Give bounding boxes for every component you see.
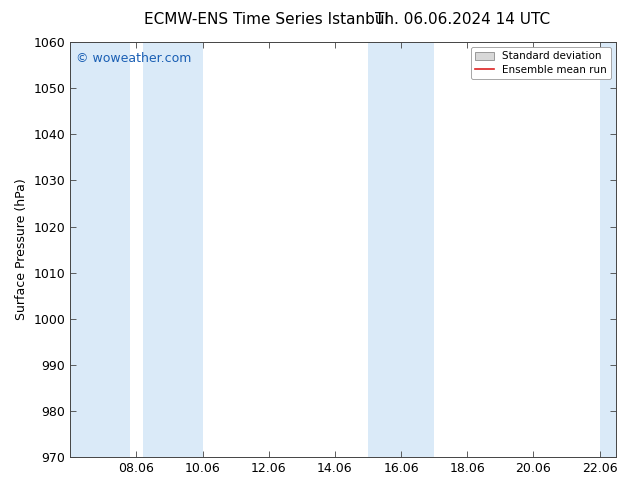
Bar	[143, 42, 203, 457]
Y-axis label: Surface Pressure (hPa): Surface Pressure (hPa)	[15, 179, 28, 320]
Bar	[70, 42, 130, 457]
Text: © woweather.com: © woweather.com	[75, 52, 191, 66]
Bar	[600, 42, 616, 457]
Legend: Standard deviation, Ensemble mean run: Standard deviation, Ensemble mean run	[470, 47, 611, 79]
Text: Th. 06.06.2024 14 UTC: Th. 06.06.2024 14 UTC	[375, 12, 550, 27]
Bar	[368, 42, 434, 457]
Text: ECMW-ENS Time Series Istanbul: ECMW-ENS Time Series Istanbul	[144, 12, 389, 27]
